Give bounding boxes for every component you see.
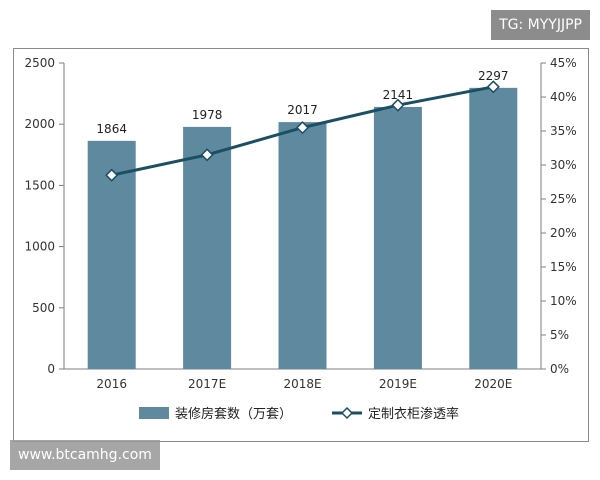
bar <box>183 126 232 370</box>
right-tick-label: 45% <box>550 56 577 70</box>
right-tick-label: 25% <box>550 192 577 206</box>
watermark-bottom-left: www.btcamhg.com <box>10 440 160 470</box>
right-tick-label: 5% <box>550 328 569 342</box>
category-label: 2017E <box>188 377 226 391</box>
left-axis-ticks: 0 500 1000 1500 2000 2500 <box>24 56 64 376</box>
legend-bar-swatch <box>139 407 169 419</box>
watermark-top-right: TG: MYYJJPP <box>491 10 590 40</box>
line-series <box>105 80 500 182</box>
left-tick-label: 1000 <box>24 240 55 254</box>
line-point <box>295 121 310 135</box>
bar-value-label: 2017 <box>287 103 318 117</box>
right-tick-label: 35% <box>550 124 577 138</box>
chart-frame: 0 500 1000 1500 2000 2500 0% 5% 10% 15% 20% 25% 30%… <box>13 48 589 442</box>
bar <box>278 122 327 369</box>
legend-bar-label: 装修房套数（万套） <box>175 406 292 422</box>
left-tick-label: 500 <box>32 301 55 315</box>
right-tick-label: 20% <box>550 226 577 240</box>
right-tick-label: 0% <box>550 362 569 376</box>
bar-value-label: 1978 <box>192 108 223 122</box>
chart-legend: 装修房套数（万套） 定制衣柜渗透率 <box>139 406 459 422</box>
bar <box>469 87 518 369</box>
category-labels: 2016 2017E 2018E 2019E 2020E <box>96 377 512 391</box>
category-label: 2020E <box>474 377 512 391</box>
line-point <box>105 168 119 182</box>
left-tick-label: 2000 <box>24 117 55 131</box>
legend-line-label: 定制衣柜渗透率 <box>368 406 459 422</box>
line-point <box>200 148 214 162</box>
right-tick-label: 40% <box>550 90 577 104</box>
line-point <box>486 80 500 94</box>
left-tick-label: 0 <box>47 362 55 376</box>
bar-series: 1864 1978 2017 2141 2297 <box>87 69 518 370</box>
legend-line-marker <box>340 406 354 420</box>
bar <box>373 106 422 370</box>
right-tick-label: 10% <box>550 294 577 308</box>
category-label: 2016 <box>96 377 127 391</box>
bar-value-label: 2141 <box>383 88 414 102</box>
bar-value-label: 2297 <box>478 69 509 83</box>
left-tick-label: 1500 <box>24 178 55 192</box>
line-point <box>391 98 405 112</box>
right-tick-label: 30% <box>550 158 577 172</box>
left-tick-label: 2500 <box>24 56 55 70</box>
combo-chart: 0 500 1000 1500 2000 2500 0% 5% 10% 15% 20% 25% 30%… <box>24 56 577 422</box>
category-label: 2018E <box>283 377 321 391</box>
category-label: 2019E <box>379 377 417 391</box>
bar-value-label: 1864 <box>96 122 127 136</box>
right-tick-label: 15% <box>550 260 577 274</box>
right-axis-ticks: 0% 5% 10% 15% 20% 25% 30% 35% 40% 45% <box>541 56 577 376</box>
